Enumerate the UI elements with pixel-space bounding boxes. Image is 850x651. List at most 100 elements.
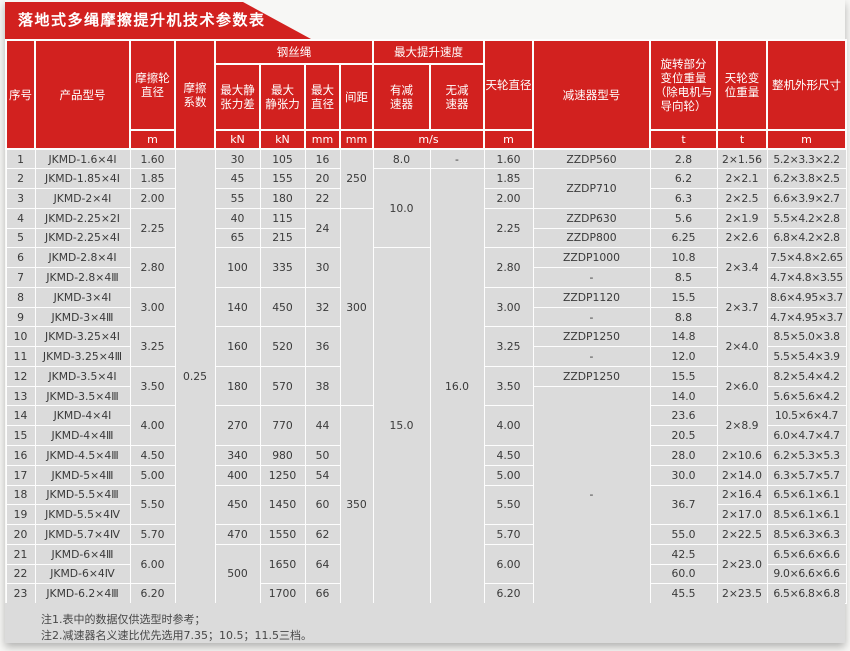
cell-model-row11: JKMD-3.25×4Ⅲ <box>34 346 131 367</box>
cell-tension-max-row17: 1250 <box>259 464 306 486</box>
cell-seq-row16: 16 <box>5 444 36 466</box>
col-header-max-static-tension: 最大 静张力 <box>259 63 306 131</box>
cell-rotating-wt-row16: 28.0 <box>649 444 718 466</box>
cell-rotating-wt-row12: 15.5 <box>649 365 718 387</box>
cell-reducer-row7: - <box>532 267 651 288</box>
cell-rotating-wt-row6: 10.8 <box>649 247 718 269</box>
unit-rope-diameter: mm <box>304 129 341 150</box>
table-row: 5 JKMD-2.25×4Ⅰ 65 215 ZZDP800 6.25 2×2.6 6.8×4.… <box>5 227 847 249</box>
cell-model-row4: JKMD-2.25×2Ⅰ <box>34 207 131 229</box>
cell-sheave-d-row4: 2.25 <box>483 207 534 249</box>
footnotes: 注1.表中的数据仅供选型时参考； 注2.减速器名义速比优先选用7.35；10.5… <box>5 603 845 643</box>
cell-tension-max-row20: 1550 <box>259 524 306 545</box>
cell-tension-diff-row6: 100 <box>214 247 261 288</box>
cell-dims-row18: 6.5×6.1×6.1 <box>766 484 847 506</box>
col-header-reducer-model: 减速器型号 <box>532 39 651 150</box>
cell-model-row17: JKMD-5×4Ⅲ <box>34 464 131 486</box>
cell-sheave-wt-row12: 2×6.0 <box>716 365 768 407</box>
cell-rotating-wt-row11: 12.0 <box>649 346 718 367</box>
cell-tension-diff-row2: 45 <box>214 168 261 190</box>
cell-seq-row8: 8 <box>5 286 36 308</box>
cell-reducer-row13: - <box>532 385 651 605</box>
cell-reducer-row9: - <box>532 306 651 328</box>
cell-speed-nored-row2: 16.0 <box>429 168 485 605</box>
cell-model-row22: JKMD-6×4Ⅳ <box>34 563 131 585</box>
cell-sheave-d-row17: 5.00 <box>483 464 534 486</box>
cell-rope-dmax-row18: 60 <box>304 484 341 526</box>
cell-seq-row1: 1 <box>5 148 36 170</box>
col-header-without-reducer: 无减 速器 <box>429 63 485 131</box>
cell-sheave-wt-row14: 2×8.9 <box>716 405 768 446</box>
cell-model-row8: JKMD-3×4Ⅰ <box>34 286 131 308</box>
unit-tension-max: kN <box>259 129 306 150</box>
cell-wheel-d-row20: 5.70 <box>129 524 176 545</box>
cell-wheel-d-row10: 3.25 <box>129 326 176 367</box>
cell-tension-diff-row21: 500 <box>214 543 261 605</box>
cell-seq-row4: 4 <box>5 207 36 229</box>
table-row: 7 JKMD-2.8×4Ⅲ -8.5 4.7×4.8×3.55 <box>5 267 847 288</box>
cell-reducer-row8: ZZDP1120 <box>532 286 651 308</box>
cell-tension-diff-row1: 30 <box>214 148 261 170</box>
col-header-max-static-tension-diff: 最大静 张力差 <box>214 63 261 131</box>
col-header-rope-spacing: 间距 <box>339 63 374 131</box>
cell-tension-diff-row16: 340 <box>214 444 261 466</box>
cell-rope-dmax-row1: 16 <box>304 148 341 170</box>
cell-tension-diff-row17: 400 <box>214 464 261 486</box>
cell-model-row14: JKMD-4×4Ⅰ <box>34 405 131 427</box>
cell-spacing-row14: 350 <box>339 405 374 605</box>
cell-spacing-row1: 250 <box>339 148 374 209</box>
cell-rotating-wt-row2: 6.2 <box>649 168 718 190</box>
unit-rope-spacing: mm <box>339 129 374 150</box>
cell-reducer-row6: ZZDP1000 <box>532 247 651 269</box>
cell-rope-dmax-row20: 62 <box>304 524 341 545</box>
cell-model-row13: JKMD-3.5×4Ⅲ <box>34 385 131 407</box>
cell-sheave-wt-row6: 2×3.4 <box>716 247 768 288</box>
col-header-sheave-diameter: 天轮直径 <box>483 39 534 131</box>
cell-wheel-d-row18: 5.50 <box>129 484 176 526</box>
cell-seq-row10: 10 <box>5 326 36 348</box>
cell-speed-nored-row1: - <box>429 148 485 170</box>
cell-dims-row1: 5.2×3.3×2.2 <box>766 148 847 170</box>
unit-speed: m/s <box>372 129 485 150</box>
table-row: 4 JKMD-2.25×2Ⅰ 2.25 40 115 24 300 2.25 ZZDP630 5.… <box>5 207 847 407</box>
cell-rope-dmax-row10: 36 <box>304 326 341 367</box>
table-row: 12 JKMD-3.5×4Ⅰ 3.50 180 570 38 3.50 ZZDP1250 15.… <box>5 365 847 407</box>
table-header: 序号 产品型号 摩擦轮 直径 摩擦 系数 钢丝绳 最大提升速度 天轮直径 减速器… <box>5 39 847 150</box>
cell-model-row21: JKMD-6×4Ⅲ <box>34 543 131 565</box>
unit-sheave-weight: t <box>716 129 768 150</box>
cell-speed-red-row2: 10.0 <box>372 168 431 249</box>
cell-tension-max-row8: 450 <box>259 286 306 328</box>
cell-tension-max-row21: 1650 <box>259 543 306 585</box>
cell-sheave-wt-row19: 2×17.0 <box>716 504 768 526</box>
cell-wheel-d-row6: 2.80 <box>129 247 176 288</box>
table-row: 23 JKMD-6.2×4Ⅲ 6.20 1700 66 6.20 45.5 2×23.5 6.5… <box>5 583 847 605</box>
table-row: 8 JKMD-3×4Ⅰ 3.00 140 450 32 3.00 ZZDP1120 15.5 2×… <box>5 286 847 328</box>
cell-seq-row13: 13 <box>5 385 36 407</box>
cell-rotating-wt-row7: 8.5 <box>649 267 718 288</box>
cell-tension-max-row6: 335 <box>259 247 306 288</box>
cell-tension-max-row23: 1700 <box>259 583 306 605</box>
cell-seq-row7: 7 <box>5 267 36 288</box>
cell-reducer-row12: ZZDP1250 <box>532 365 651 387</box>
cell-sheave-d-row10: 3.25 <box>483 326 534 367</box>
cell-rope-dmax-row17: 54 <box>304 464 341 486</box>
cell-tension-max-row14: 770 <box>259 405 306 446</box>
cell-wheel-d-row1: 1.60 <box>129 148 176 170</box>
cell-model-row1: JKMD-1.6×4Ⅰ <box>34 148 131 170</box>
col-header-seq: 序号 <box>5 39 36 150</box>
unit-rotating-weight: t <box>649 129 718 150</box>
cell-dims-row21: 6.5×6.6×6.6 <box>766 543 847 565</box>
cell-model-row2: JKMD-1.85×4Ⅰ <box>34 168 131 190</box>
cell-model-row6: JKMD-2.8×4Ⅰ <box>34 247 131 269</box>
cell-sheave-d-row3: 2.00 <box>483 188 534 209</box>
unit-dimensions: m <box>766 129 847 150</box>
cell-dims-row6: 7.5×4.8×2.65 <box>766 247 847 269</box>
cell-wheel-d-row12: 3.50 <box>129 365 176 407</box>
cell-model-row3: JKMD-2×4Ⅰ <box>34 188 131 209</box>
cell-dims-row17: 6.3×5.7×5.7 <box>766 464 847 486</box>
cell-sheave-d-row16: 4.50 <box>483 444 534 466</box>
cell-rotating-wt-row5: 6.25 <box>649 227 718 249</box>
cell-seq-row22: 22 <box>5 563 36 585</box>
cell-rotating-wt-row13: 14.0 <box>649 385 718 407</box>
